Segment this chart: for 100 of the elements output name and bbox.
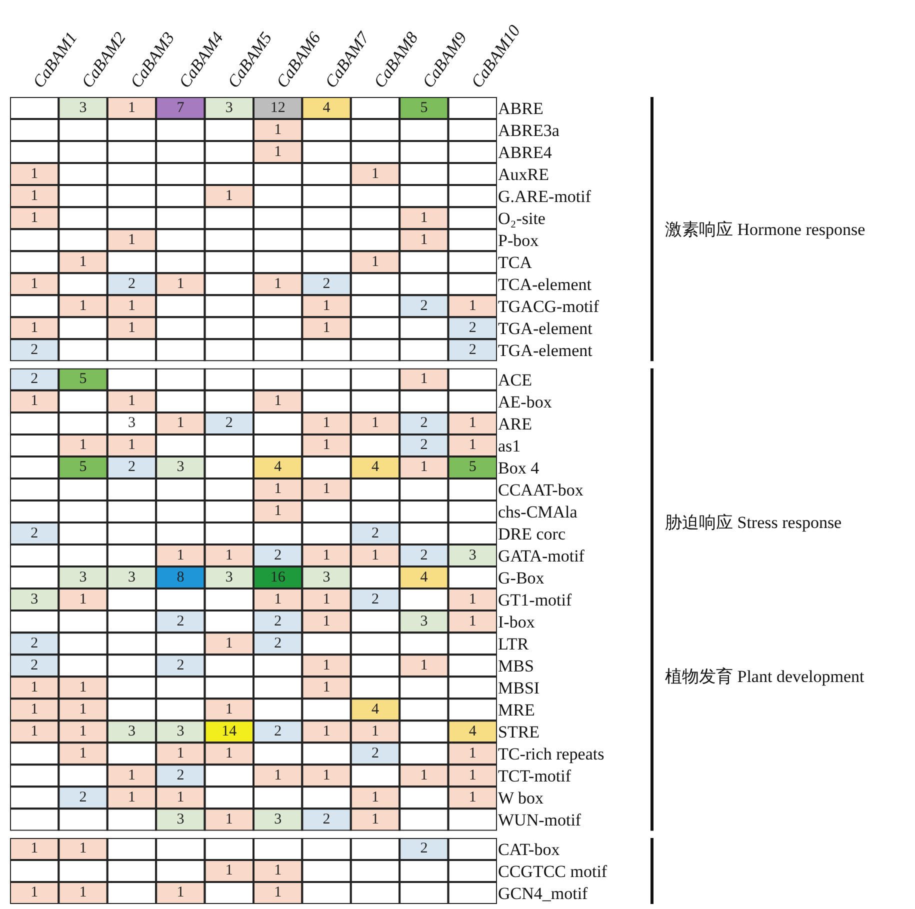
data-label: 1 bbox=[322, 767, 330, 784]
y-tick-label: STRE bbox=[498, 722, 540, 742]
data-label: 2 bbox=[128, 276, 136, 292]
data-label: 2 bbox=[274, 635, 282, 652]
y-tick-label: W box bbox=[498, 788, 544, 808]
y-tick-label: WUN-motif bbox=[498, 810, 582, 830]
data-label: 1 bbox=[79, 884, 87, 901]
data-label: 4 bbox=[322, 100, 331, 116]
data-label: 1 bbox=[30, 276, 38, 292]
data-label: 1 bbox=[79, 679, 87, 696]
data-label: 2 bbox=[30, 342, 38, 358]
data-label: 12 bbox=[270, 100, 286, 116]
data-label: 1 bbox=[322, 613, 330, 630]
data-label: 2 bbox=[176, 657, 184, 674]
data-label: 1 bbox=[79, 745, 87, 762]
y-tick-label: as1 bbox=[498, 436, 521, 456]
data-label: 1 bbox=[468, 789, 476, 806]
y-tick-label: AuxRE bbox=[498, 165, 549, 184]
data-label: 3 bbox=[225, 100, 233, 116]
data-label: 1 bbox=[128, 320, 136, 336]
y-tick-label: TGA-element bbox=[498, 341, 593, 360]
data-label: 1 bbox=[274, 591, 282, 608]
data-label: 3 bbox=[468, 547, 476, 564]
data-label: 5 bbox=[79, 371, 87, 388]
data-label: 1 bbox=[322, 679, 330, 696]
y-tick-label: GT1-motif bbox=[498, 590, 572, 610]
y-tick-label: CAT-box bbox=[498, 840, 560, 859]
data-label: 1 bbox=[225, 635, 233, 652]
data-label: 1 bbox=[372, 811, 379, 828]
data-label: 2 bbox=[176, 767, 184, 784]
data-label: 1 bbox=[274, 884, 282, 901]
data-label: 1 bbox=[274, 862, 282, 879]
data-label: 1 bbox=[274, 481, 282, 498]
data-label: 1 bbox=[79, 723, 87, 740]
data-label: 2 bbox=[468, 320, 476, 336]
data-label: 1 bbox=[176, 276, 184, 292]
data-label: 1 bbox=[225, 745, 233, 762]
data-label: 1 bbox=[30, 188, 38, 204]
data-label: 3 bbox=[128, 415, 136, 432]
data-label: 1 bbox=[372, 789, 379, 806]
data-label: 2 bbox=[420, 298, 428, 314]
data-label: 2 bbox=[274, 723, 282, 740]
data-label: 2 bbox=[420, 437, 428, 454]
data-label: 1 bbox=[274, 122, 282, 138]
data-label: 4 bbox=[468, 723, 477, 740]
data-label: 14 bbox=[222, 723, 238, 740]
data-label: 1 bbox=[128, 767, 136, 784]
y-tick-label: G.ARE-motif bbox=[498, 187, 592, 206]
data-label: 3 bbox=[274, 811, 282, 828]
y-tick-label: MBS bbox=[498, 656, 534, 676]
data-label: 1 bbox=[225, 862, 233, 879]
data-label: 1 bbox=[322, 481, 330, 498]
y-tick-label: TGA-element bbox=[498, 319, 593, 338]
y-tick-label: MRE bbox=[498, 700, 535, 720]
data-label: 1 bbox=[128, 232, 136, 248]
data-label: 1 bbox=[128, 100, 136, 116]
data-label: 1 bbox=[468, 437, 476, 454]
y-tick-label: TC-rich repeats bbox=[498, 744, 604, 764]
data-label: 1 bbox=[225, 188, 233, 204]
data-label: 1 bbox=[79, 840, 87, 857]
data-label: 3 bbox=[225, 569, 233, 586]
data-label: 1 bbox=[176, 547, 184, 564]
data-label: 1 bbox=[128, 437, 136, 454]
data-label: 1 bbox=[30, 723, 38, 740]
data-label: 1 bbox=[30, 701, 38, 718]
data-label: 1 bbox=[176, 415, 184, 432]
data-label: 1 bbox=[274, 393, 282, 410]
data-label: 1 bbox=[30, 393, 38, 410]
data-label: 2 bbox=[372, 591, 379, 608]
data-label: 4 bbox=[420, 569, 428, 586]
data-label: 3 bbox=[79, 100, 87, 116]
data-label: 1 bbox=[30, 840, 38, 857]
y-tick-label: LTR bbox=[498, 634, 530, 654]
data-label: 2 bbox=[322, 276, 330, 292]
data-label: 1 bbox=[420, 210, 428, 226]
data-label: 1 bbox=[372, 723, 379, 740]
text: 胁迫响应 Stress response bbox=[665, 513, 842, 532]
data-label: 1 bbox=[274, 144, 282, 160]
data-label: 1 bbox=[225, 547, 233, 564]
data-label: 1 bbox=[274, 503, 282, 520]
data-label: 2 bbox=[372, 525, 379, 542]
data-label: 1 bbox=[468, 298, 476, 314]
data-label: 1 bbox=[30, 166, 38, 182]
data-label: 1 bbox=[372, 254, 379, 270]
data-label: 3 bbox=[176, 459, 184, 476]
data-label: 1 bbox=[372, 166, 379, 182]
data-label: 1 bbox=[372, 415, 379, 432]
data-label: 2 bbox=[274, 547, 282, 564]
data-label: 1 bbox=[420, 767, 428, 784]
data-label: 5 bbox=[79, 459, 87, 476]
y-tick-label: GCN4_motif bbox=[498, 884, 588, 903]
data-label: 1 bbox=[372, 547, 379, 564]
data-label: 1 bbox=[30, 884, 38, 901]
data-label: 1 bbox=[128, 789, 136, 806]
data-label: 4 bbox=[372, 459, 380, 476]
y-tick-label: ABRE3a bbox=[498, 120, 560, 140]
data-label: 1 bbox=[176, 745, 184, 762]
data-label: 1 bbox=[128, 298, 136, 314]
data-label: 4 bbox=[274, 459, 282, 476]
y-tick-label: MBSI bbox=[498, 678, 540, 698]
